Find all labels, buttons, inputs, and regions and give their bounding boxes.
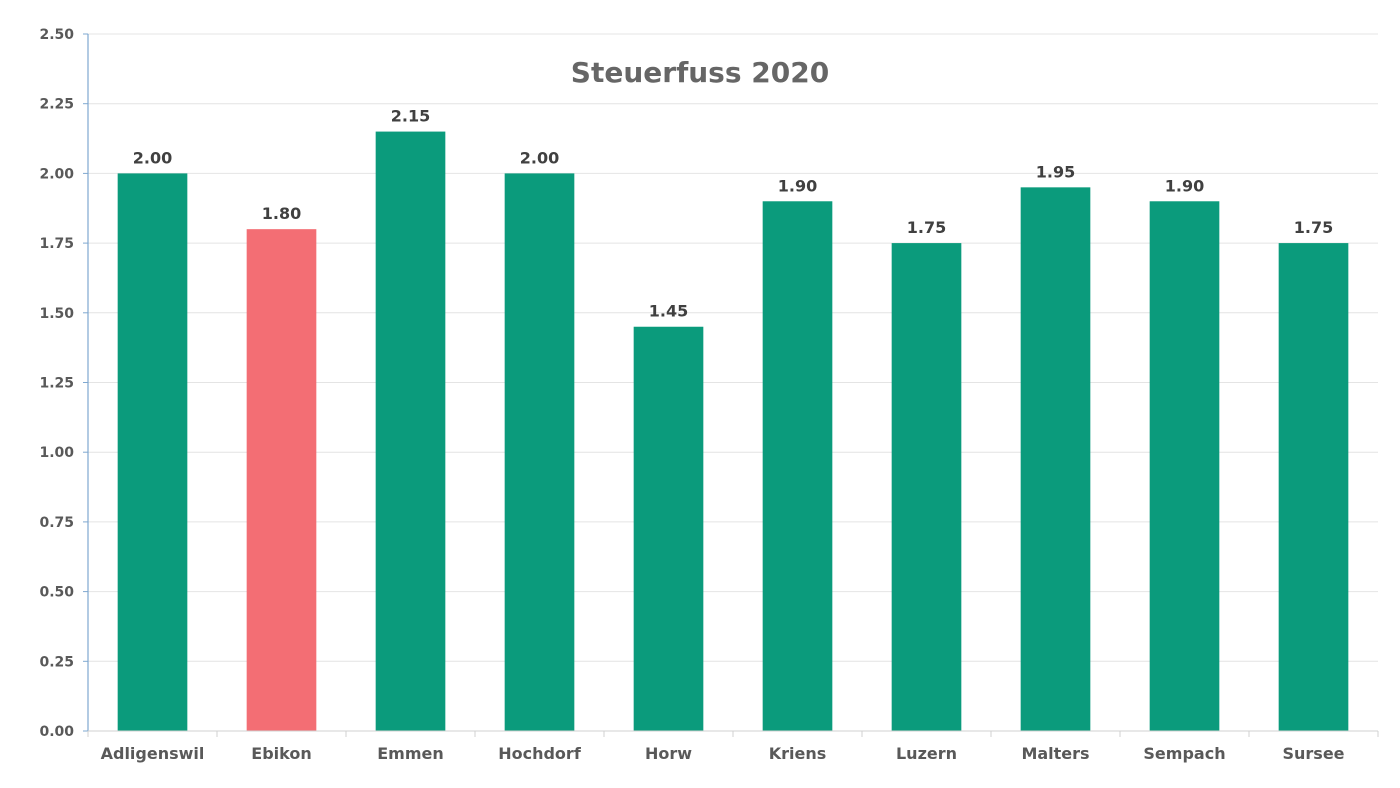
y-tick-label: 1.25: [39, 376, 74, 392]
bar-kriens: [762, 201, 833, 731]
data-label: 1.90: [778, 176, 817, 195]
data-label: 1.75: [1294, 218, 1333, 237]
axes: 0.00 0.25 0.50 0.75 1.00 1.25 1.50 1.75 2.00 2.25…: [39, 27, 1379, 763]
x-tick-label: Kriens: [769, 744, 827, 763]
data-labels: 2.00 1.80 2.15 2.00 1.45 1.90 1.75 1.95 1.90 1.75: [133, 107, 1333, 321]
x-tick-label: Emmen: [377, 744, 444, 763]
x-tick-label: Sempach: [1143, 744, 1225, 763]
data-label: 1.95: [1036, 162, 1075, 181]
x-tick-label: Adligenswil: [101, 744, 205, 763]
bars: [117, 131, 1349, 732]
bar-sempach: [1149, 201, 1220, 731]
data-label: 2.00: [133, 148, 172, 167]
y-tick-label: 2.25: [39, 97, 74, 113]
y-tick-label: 2.50: [39, 27, 74, 43]
y-tick-label: 1.50: [39, 306, 74, 322]
y-tick-label: 1.00: [39, 445, 74, 461]
bar-sursee: [1278, 243, 1349, 731]
bar-malters: [1020, 187, 1091, 732]
y-tick-label: 0.75: [39, 515, 74, 531]
x-tick-label: Sursee: [1282, 744, 1344, 763]
data-label: 2.15: [391, 107, 430, 126]
data-label: 2.00: [520, 148, 559, 167]
x-tick-label: Ebikon: [251, 744, 311, 763]
x-tick-label: Luzern: [896, 744, 957, 763]
y-tick-label: 0.25: [39, 654, 74, 670]
data-label: 1.80: [262, 204, 301, 223]
x-tick-label: Hochdorf: [498, 744, 582, 763]
data-label: 1.45: [649, 302, 688, 321]
x-tick-label: Horw: [645, 744, 692, 763]
x-tick-label: Malters: [1021, 744, 1089, 763]
bar-hochdorf: [504, 173, 575, 731]
y-tick-label: 1.75: [39, 236, 74, 252]
bar-horw: [633, 326, 704, 731]
bar-luzern: [891, 243, 962, 731]
data-label: 1.90: [1165, 176, 1204, 195]
bar-emmen: [375, 131, 446, 731]
y-tick-label: 0.00: [39, 724, 74, 740]
y-tick-label: 2.00: [39, 166, 74, 182]
chart-title: Steuerfuss 2020: [571, 56, 829, 89]
data-label: 1.75: [907, 218, 946, 237]
bar-ebikon: [246, 229, 317, 731]
bar-adligenswil: [117, 173, 188, 731]
y-tick-label: 0.50: [39, 585, 74, 601]
